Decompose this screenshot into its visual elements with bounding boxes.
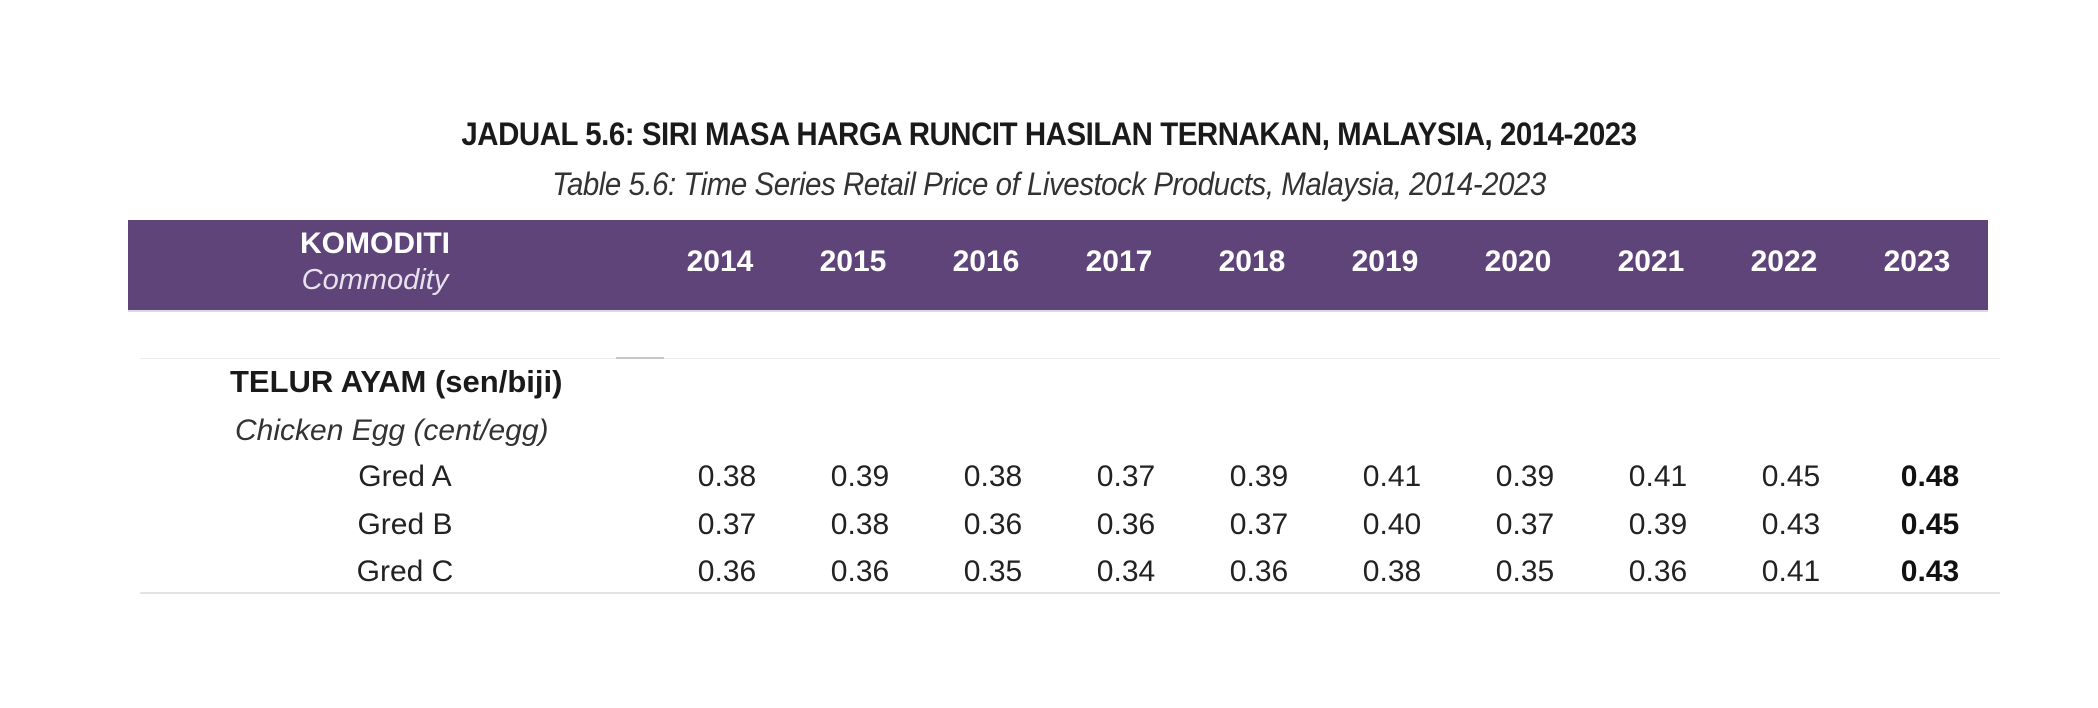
table-cell: 0.40: [1362, 508, 1422, 541]
section-title-en: Chicken Egg (cent/egg): [235, 414, 549, 447]
table-cell: 0.36: [830, 555, 890, 588]
table-cell: 0.41: [1628, 460, 1688, 493]
table-cell: 0.41: [1362, 460, 1422, 493]
table-cell: 0.37: [697, 508, 757, 541]
table-cell: 0.36: [1096, 508, 1156, 541]
header-year-2014: 2014: [686, 245, 754, 278]
table-cell: 0.36: [1229, 555, 1289, 588]
table-title: JADUAL 5.6: SIRI MASA HARGA RUNCIT HASIL…: [461, 116, 1637, 152]
header-commodity: KOMODITI Commodity: [230, 226, 520, 298]
section-divider-mark: [616, 357, 664, 359]
table-cell: 0.37: [1495, 508, 1555, 541]
table-cell: 0.39: [1229, 460, 1289, 493]
table-cell: 0.37: [1096, 460, 1156, 493]
table-cell: 0.43: [1761, 508, 1821, 541]
table-header-bar: [128, 220, 1988, 310]
header-year-2015: 2015: [819, 245, 887, 278]
table-cell: 0.39: [830, 460, 890, 493]
table-cell: 0.34: [1096, 555, 1156, 588]
table-cell: 0.35: [1495, 555, 1555, 588]
header-year-2016: 2016: [952, 245, 1020, 278]
row-label-gred-b: Gred B: [357, 508, 453, 541]
section-divider: [140, 358, 2000, 359]
header-year-2023: 2023: [1883, 245, 1951, 278]
table-cell: 0.36: [1628, 555, 1688, 588]
header-commodity-ms: KOMODITI: [300, 227, 450, 260]
table-cell-latest: 0.43: [1900, 555, 1960, 588]
table-cell: 0.39: [1495, 460, 1555, 493]
table-bottom-rule: [140, 592, 2000, 594]
table-cell: 0.45: [1761, 460, 1821, 493]
table-cell: 0.35: [963, 555, 1023, 588]
header-year-2018: 2018: [1218, 245, 1286, 278]
table-cell: 0.41: [1761, 555, 1821, 588]
section-title-ms: TELUR AYAM (sen/biji): [230, 364, 563, 399]
header-year-2022: 2022: [1750, 245, 1818, 278]
row-label-gred-c: Gred C: [356, 555, 454, 588]
table-cell: 0.39: [1628, 508, 1688, 541]
table-cell: 0.38: [1362, 555, 1422, 588]
table-cell: 0.38: [963, 460, 1023, 493]
row-label-gred-a: Gred A: [358, 460, 452, 493]
header-year-2021: 2021: [1617, 245, 1685, 278]
table-cell-latest: 0.45: [1900, 508, 1960, 541]
header-commodity-en: Commodity: [301, 264, 449, 296]
header-underline: [128, 310, 1988, 312]
header-year-2020: 2020: [1484, 245, 1552, 278]
table-cell: 0.38: [697, 460, 757, 493]
table-cell: 0.37: [1229, 508, 1289, 541]
table-cell-latest: 0.48: [1900, 460, 1960, 493]
header-year-2017: 2017: [1085, 245, 1153, 278]
table-cell: 0.36: [697, 555, 757, 588]
table-subtitle: Table 5.6: Time Series Retail Price of L…: [552, 166, 1546, 202]
header-year-2019: 2019: [1351, 245, 1419, 278]
table-cell: 0.36: [963, 508, 1023, 541]
table-cell: 0.38: [830, 508, 890, 541]
